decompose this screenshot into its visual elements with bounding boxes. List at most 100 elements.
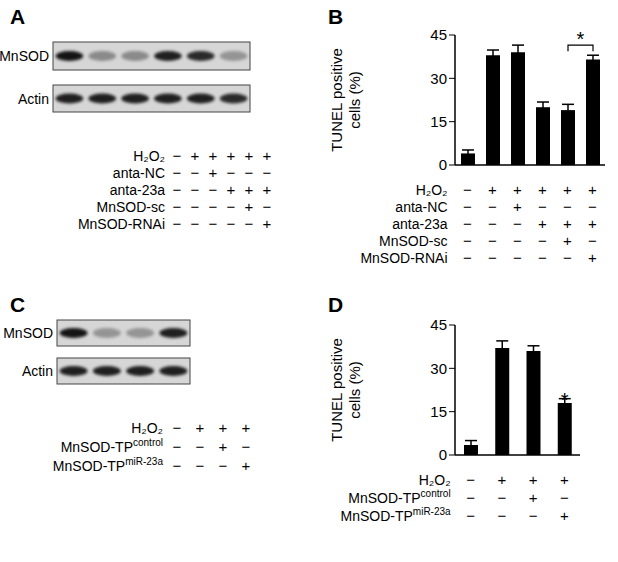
svg-text:−: − [488,198,497,215]
svg-text:15: 15 [430,113,447,130]
svg-text:−: − [173,419,182,436]
svg-text:+: + [219,438,228,455]
svg-text:−: − [245,164,254,181]
svg-text:C: C [10,293,25,316]
svg-text:−: − [488,232,497,249]
svg-text:−: − [173,438,182,455]
svg-text:MnSOD-RNAi: MnSOD-RNAi [78,216,165,232]
svg-text:H₂O₂: H₂O₂ [133,148,165,164]
svg-text:H₂O₂: H₂O₂ [419,472,451,488]
svg-text:+: + [227,147,236,164]
svg-text:+: + [588,249,597,266]
svg-text:+: + [497,471,506,488]
svg-text:+: + [263,215,272,232]
svg-text:−: − [191,198,200,215]
svg-text:MnSOD-TPmiR-23a: MnSOD-TPmiR-23a [53,456,164,474]
svg-text:−: − [513,215,522,232]
svg-text:−: − [488,249,497,266]
svg-text:H₂O₂: H₂O₂ [416,182,448,198]
svg-text:+: + [263,181,272,198]
svg-text:MnSOD-sc: MnSOD-sc [97,199,165,215]
svg-text:−: − [196,457,205,474]
svg-text:−: − [463,181,472,198]
svg-text:−: − [242,438,251,455]
svg-text:−: − [466,471,475,488]
svg-text:MnSOD-RNAi: MnSOD-RNAi [360,250,447,266]
svg-text:Actin: Actin [18,91,49,107]
svg-text:Actin: Actin [22,363,53,379]
svg-text:+: + [245,147,254,164]
svg-text:+: + [538,215,547,232]
svg-text:−: − [173,215,182,232]
svg-text:−: − [513,232,522,249]
svg-text:−: − [463,198,472,215]
svg-text:+: + [538,181,547,198]
svg-text:+: + [219,419,228,436]
svg-text:+: + [263,147,272,164]
svg-text:−: − [245,215,254,232]
svg-text:+: + [227,181,236,198]
svg-text:+: + [513,181,522,198]
svg-text:+: + [529,471,538,488]
svg-text:+: + [529,489,538,506]
svg-text:+: + [209,147,218,164]
svg-text:−: − [227,198,236,215]
svg-text:−: − [463,249,472,266]
svg-text:+: + [242,457,251,474]
svg-text:−: − [191,164,200,181]
svg-text:−: − [563,249,572,266]
svg-text:−: − [173,147,182,164]
svg-text:A: A [10,5,25,28]
svg-text:+: + [245,198,254,215]
svg-text:−: − [563,198,572,215]
svg-text:−: − [538,232,547,249]
svg-text:+: + [196,419,205,436]
svg-text:−: − [173,181,182,198]
svg-text:MnSOD-TPcontrol: MnSOD-TPcontrol [348,488,450,506]
svg-text:−: − [588,232,597,249]
svg-text:*: * [577,28,585,50]
svg-text:−: − [173,164,182,181]
svg-text:anta-23a: anta-23a [110,182,165,198]
svg-text:MnSOD-TPcontrol: MnSOD-TPcontrol [61,437,163,455]
svg-text:+: + [560,507,569,524]
svg-text:MnSOD: MnSOD [3,325,53,341]
svg-text:−: − [173,457,182,474]
svg-text:+: + [209,164,218,181]
svg-text:−: − [263,164,272,181]
svg-text:−: − [538,249,547,266]
svg-text:−: − [227,164,236,181]
svg-text:−: − [463,215,472,232]
svg-text:B: B [328,5,343,28]
svg-text:anta-NC: anta-NC [395,199,447,215]
svg-text:MnSOD: MnSOD [0,48,49,64]
svg-text:+: + [242,419,251,436]
svg-text:*: * [561,389,569,411]
svg-text:15: 15 [430,403,447,420]
svg-text:−: − [497,507,506,524]
svg-text:−: − [263,198,272,215]
svg-text:−: − [466,507,475,524]
svg-text:−: − [209,181,218,198]
svg-text:30: 30 [430,70,447,87]
svg-text:−: − [538,198,547,215]
svg-text:+: + [488,181,497,198]
svg-text:−: − [209,198,218,215]
svg-text:H₂O₂: H₂O₂ [131,420,163,436]
svg-text:+: + [563,181,572,198]
svg-text:+: + [560,471,569,488]
svg-text:−: − [196,438,205,455]
svg-text:MnSOD-TPmiR-23a: MnSOD-TPmiR-23a [340,506,451,524]
svg-text:0: 0 [439,446,447,463]
svg-text:+: + [563,215,572,232]
svg-text:+: + [191,147,200,164]
svg-text:−: − [588,198,597,215]
svg-text:+: + [513,198,522,215]
svg-text:−: − [209,215,218,232]
svg-text:−: − [191,181,200,198]
svg-text:D: D [328,293,343,316]
svg-text:−: − [529,507,538,524]
svg-text:+: + [588,215,597,232]
svg-text:MnSOD-sc: MnSOD-sc [379,233,447,249]
svg-text:−: − [227,215,236,232]
